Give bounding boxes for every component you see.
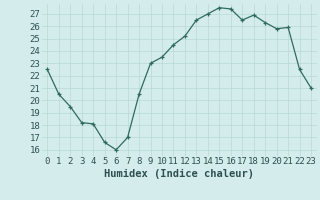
X-axis label: Humidex (Indice chaleur): Humidex (Indice chaleur) [104,169,254,179]
